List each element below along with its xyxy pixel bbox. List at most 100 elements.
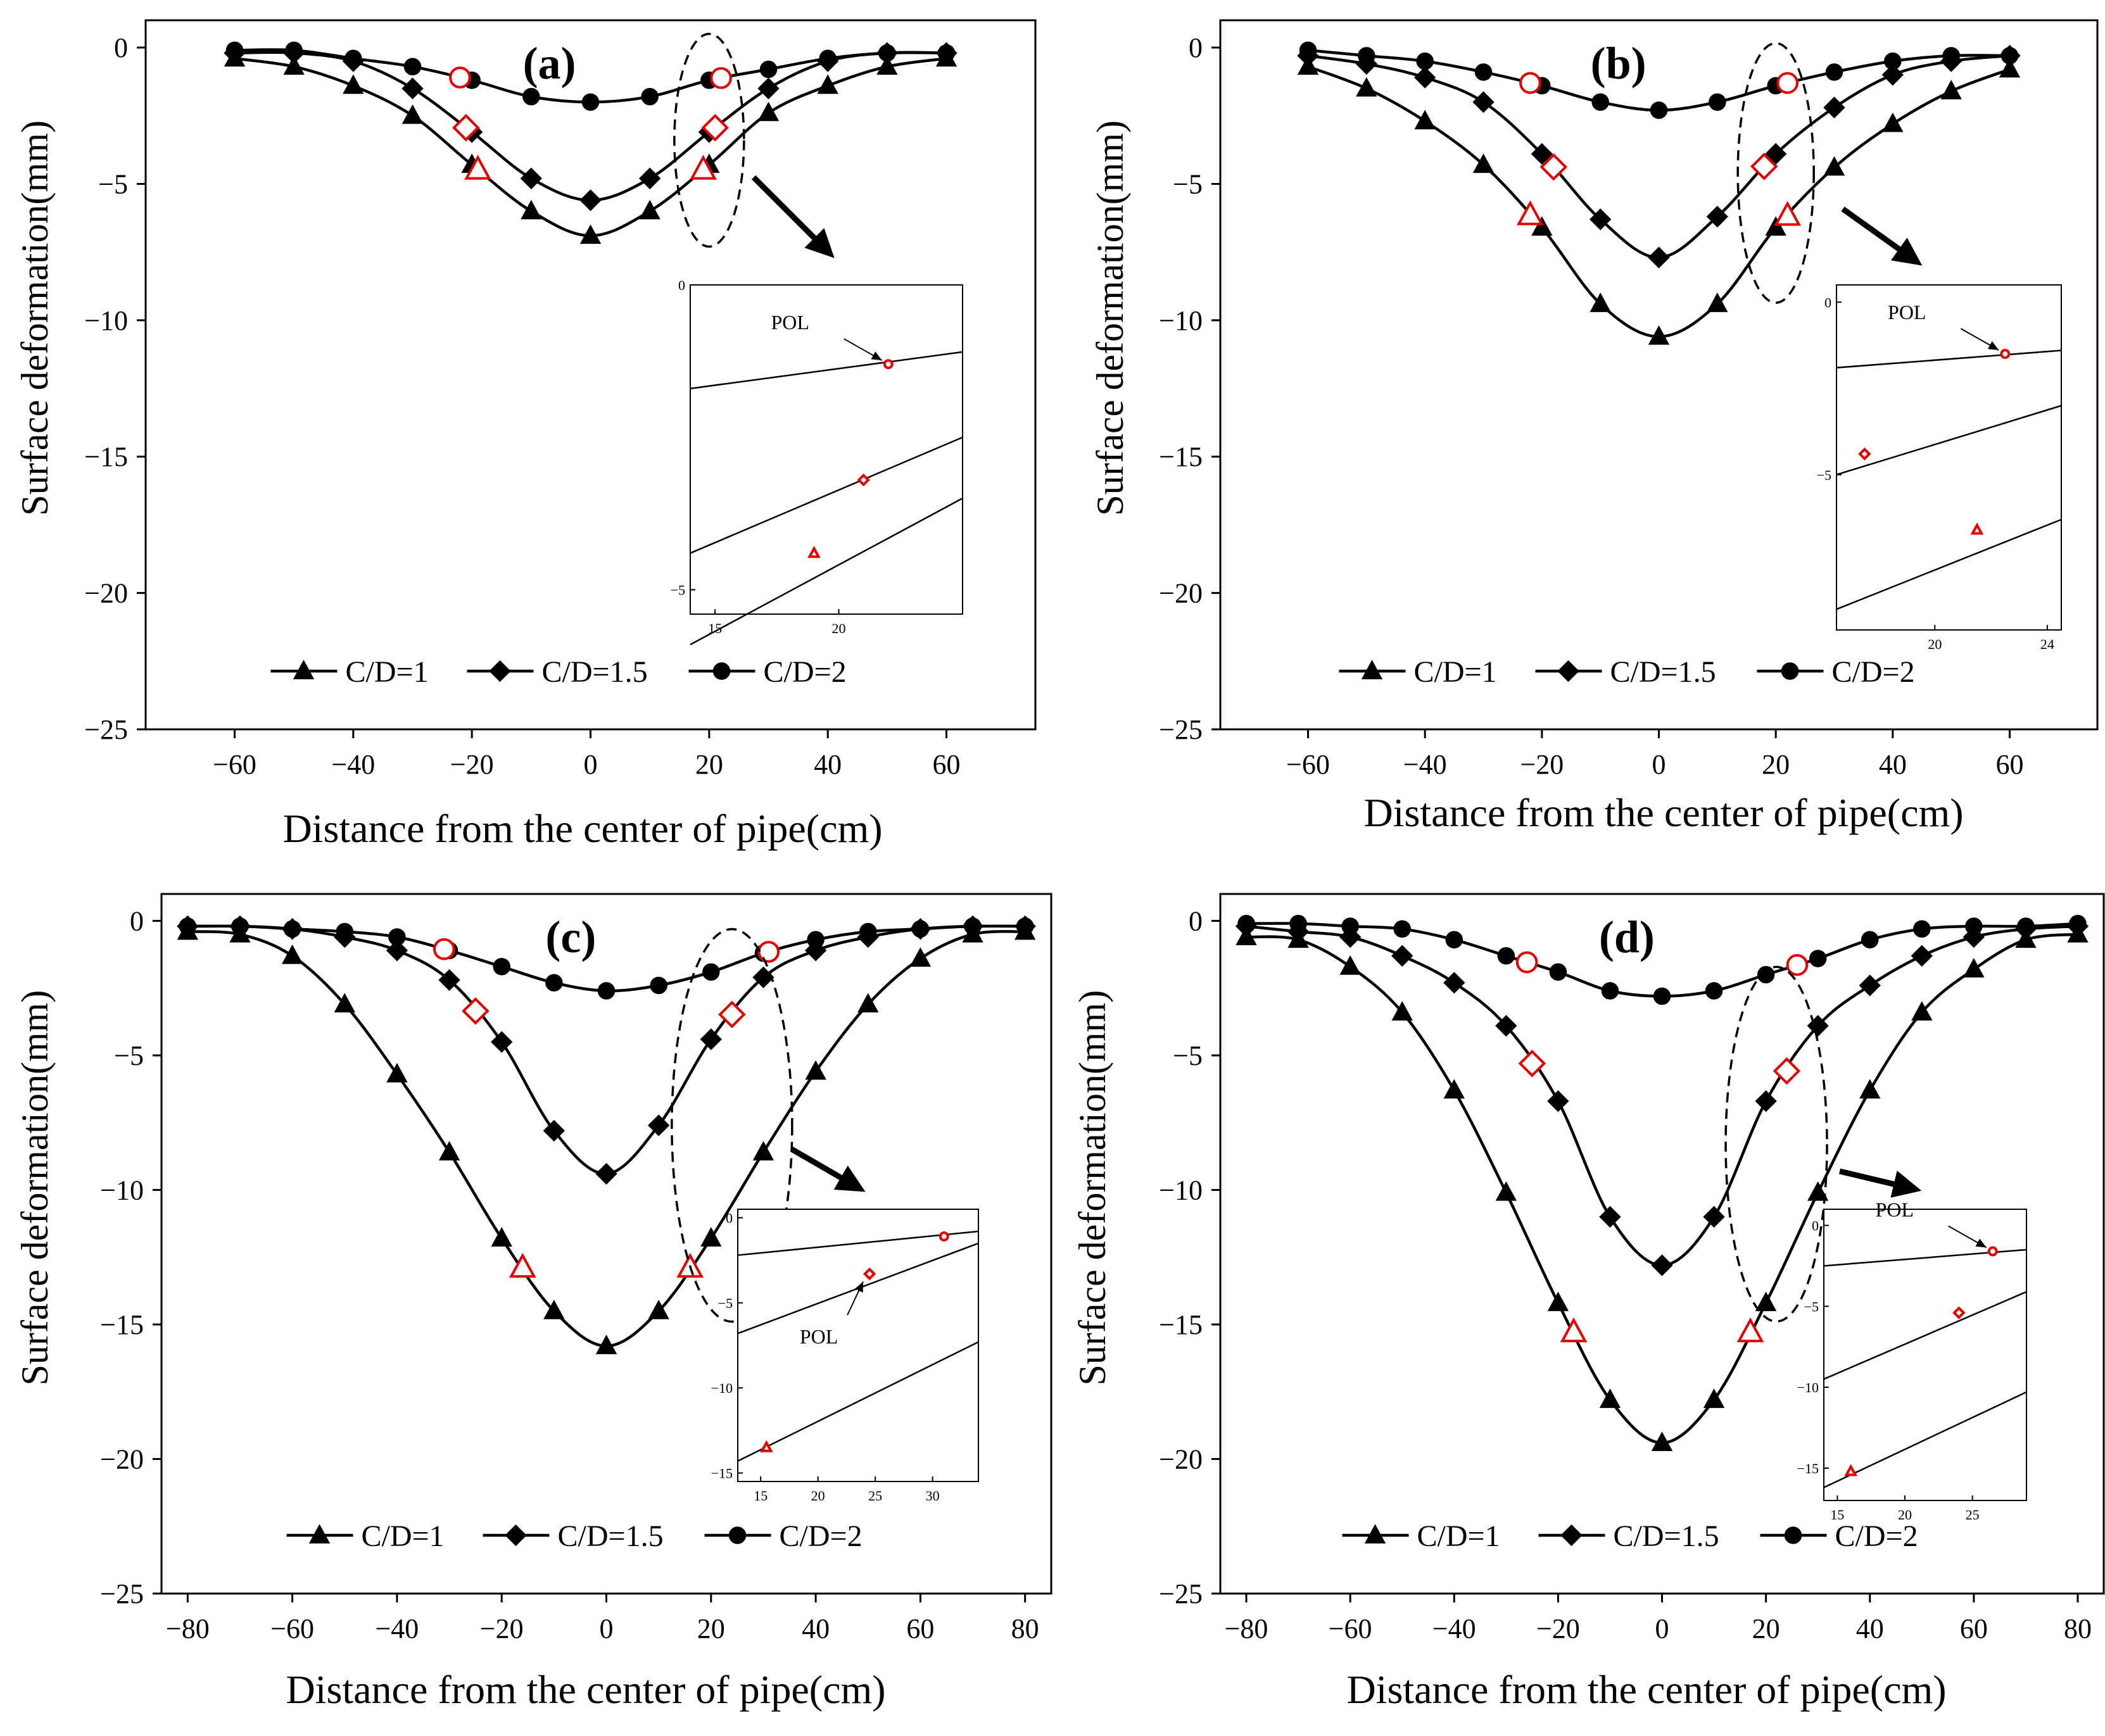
data-point bbox=[1942, 47, 1960, 65]
data-point bbox=[1474, 63, 1493, 81]
x-axis-label: Distance from the center of pipe(cm) bbox=[282, 806, 882, 851]
y-tick-label: −10 bbox=[1159, 305, 1203, 336]
legend-label: C/D=2 bbox=[1835, 1519, 1918, 1553]
y-tick-label: 0 bbox=[130, 906, 144, 937]
x-tick-label: 20 bbox=[697, 1613, 725, 1644]
data-point bbox=[491, 1227, 512, 1247]
data-point bbox=[438, 1141, 460, 1160]
data-point bbox=[819, 49, 837, 68]
pol-marker bbox=[509, 1252, 536, 1278]
series-cd2 bbox=[1299, 41, 2019, 119]
legend-marker bbox=[308, 1524, 331, 1544]
x-tick-label: 40 bbox=[1879, 749, 1907, 780]
data-point bbox=[1706, 205, 1728, 228]
pol-marker bbox=[464, 154, 491, 180]
x-tick-label: 80 bbox=[1011, 1613, 1039, 1644]
pol-pointer-head bbox=[1975, 1238, 1987, 1248]
pol-marker bbox=[1773, 1057, 1801, 1085]
legend-item: C/D=1.5 bbox=[467, 655, 648, 689]
y-tick-label: −15 bbox=[1159, 1309, 1203, 1340]
data-point bbox=[757, 77, 780, 99]
inset-pol-marker bbox=[1987, 1246, 1998, 1257]
y-tick-label: −10 bbox=[100, 1175, 144, 1206]
data-point bbox=[2017, 917, 2035, 935]
data-point bbox=[1391, 1001, 1413, 1021]
data-point bbox=[1999, 58, 2021, 78]
series-cd15 bbox=[1297, 44, 2021, 268]
data-point bbox=[1341, 917, 1359, 935]
data-point bbox=[595, 1335, 617, 1354]
inset-pol-marker bbox=[883, 359, 894, 370]
data-point bbox=[909, 947, 932, 967]
data-point bbox=[1650, 101, 1668, 119]
legend-marker bbox=[293, 660, 315, 679]
data-point bbox=[1825, 63, 1843, 81]
x-tick-label: −80 bbox=[166, 1613, 210, 1644]
pol-pointer-head bbox=[1987, 341, 1999, 350]
data-point bbox=[1965, 917, 1983, 935]
inset-x-tick-label: 20 bbox=[1898, 1507, 1912, 1523]
data-point bbox=[1755, 1292, 1777, 1311]
legend-label: C/D=2 bbox=[1832, 655, 1915, 689]
data-point bbox=[1472, 153, 1495, 173]
y-tick-label: −20 bbox=[1159, 1444, 1203, 1475]
inset-x-tick-label: 24 bbox=[2040, 636, 2054, 652]
legend-marker bbox=[712, 662, 731, 680]
x-axis-label: Distance from the center of pipe(cm) bbox=[286, 1667, 885, 1712]
data-point bbox=[597, 982, 616, 1000]
data-point bbox=[1531, 142, 1553, 165]
y-tick-label: −25 bbox=[1159, 1578, 1203, 1609]
pol-annotation: POL bbox=[1875, 1198, 1913, 1221]
data-point bbox=[807, 931, 825, 948]
pol-marker bbox=[1750, 153, 1778, 180]
legend-marker bbox=[1361, 660, 1383, 679]
data-point bbox=[1648, 246, 1670, 268]
legend-label: C/D=2 bbox=[780, 1519, 863, 1553]
panel-label: (a) bbox=[523, 38, 576, 89]
zoom-ellipse bbox=[673, 32, 745, 248]
pol-marker bbox=[462, 997, 490, 1025]
pol-annotation: POL bbox=[800, 1325, 838, 1348]
zoom-ellipse bbox=[1724, 965, 1828, 1323]
data-point bbox=[521, 199, 542, 220]
inset-frame bbox=[690, 284, 963, 615]
inset-y-tick-label: −5 bbox=[1804, 1299, 1819, 1314]
data-point bbox=[522, 87, 540, 106]
legend-item: C/D=2 bbox=[704, 1519, 863, 1553]
data-point bbox=[757, 101, 780, 122]
inset-zoom: 15 20 25 30 0 −5 −10 −15 POL bbox=[711, 1209, 979, 1504]
data-point bbox=[700, 1028, 722, 1050]
data-point bbox=[579, 189, 602, 211]
data-point bbox=[1807, 1181, 1829, 1201]
panel-label: (d) bbox=[1599, 912, 1655, 962]
y-tick-label: −15 bbox=[100, 1309, 144, 1340]
series-cd15 bbox=[177, 915, 1036, 1185]
data-point bbox=[1591, 93, 1609, 111]
inset-line bbox=[690, 436, 963, 554]
inset-frame bbox=[1836, 284, 2062, 631]
data-point bbox=[1911, 945, 1933, 967]
y-axis-label: Surface deformation(mm) bbox=[14, 120, 56, 516]
data-point bbox=[1882, 112, 1904, 132]
inset-line bbox=[737, 1230, 979, 1256]
x-tick-label: −40 bbox=[1403, 749, 1447, 780]
chart-panel-d: −80 −60 −40 −20 0 20 40 60 80 0 −5 −10 −15 −20 −25 Dist… bbox=[1071, 893, 2105, 1712]
x-tick-label: −60 bbox=[213, 749, 256, 780]
legend-label: C/D=1 bbox=[346, 655, 429, 689]
pol-pointer-head bbox=[871, 351, 882, 361]
data-point bbox=[1237, 915, 1255, 933]
zoom-arrow-head bbox=[1890, 1170, 1922, 1198]
data-point bbox=[1859, 974, 1881, 997]
pol-marker bbox=[701, 113, 729, 142]
inset-x-tick-label: 20 bbox=[1928, 636, 1942, 652]
inset-line bbox=[1836, 519, 2062, 610]
data-point bbox=[1648, 325, 1670, 345]
x-axis-label: Distance from the center of pipe(cm) bbox=[1346, 1667, 1946, 1712]
series-line bbox=[1308, 49, 2010, 112]
data-point bbox=[1861, 931, 1879, 948]
inset-x-tick-label: 20 bbox=[832, 620, 846, 636]
y-tick-label: 0 bbox=[1189, 906, 1203, 937]
data-point bbox=[1531, 216, 1553, 236]
pol-annotation: POL bbox=[1888, 301, 1926, 324]
